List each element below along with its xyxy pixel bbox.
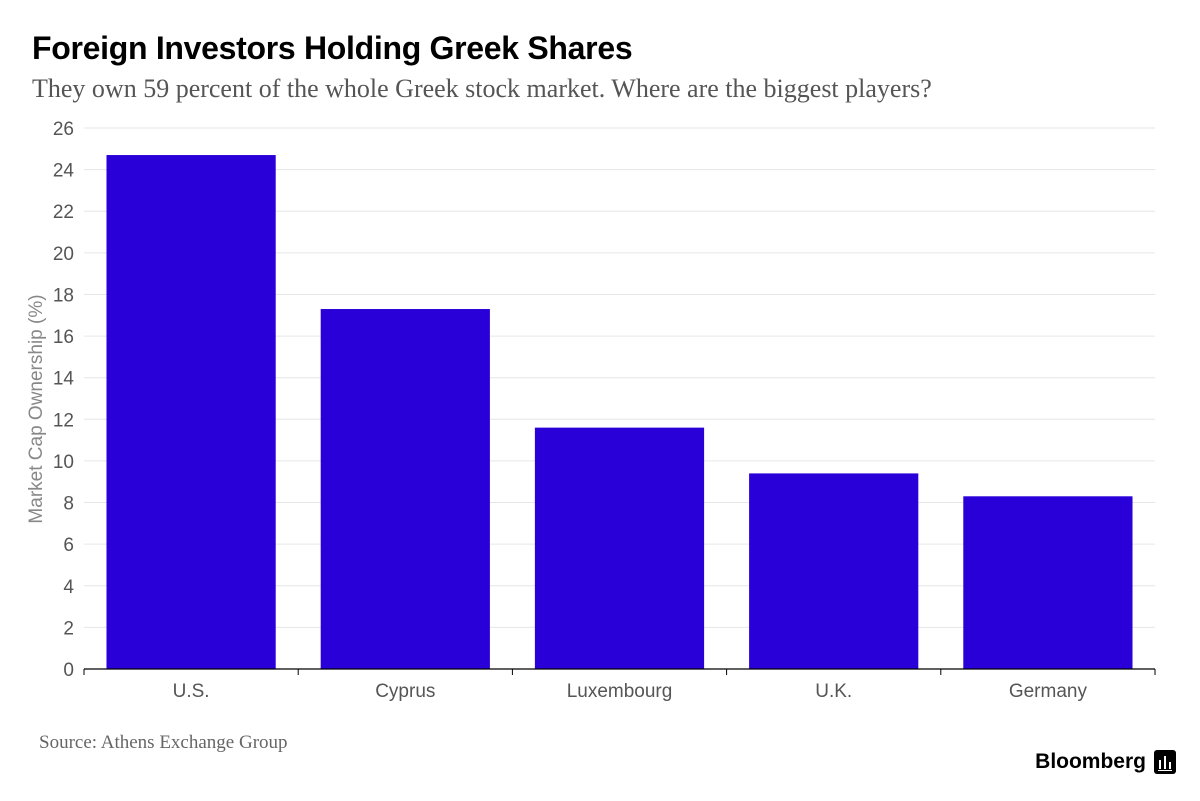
bloomberg-logo: Bloomberg xyxy=(1035,750,1176,774)
y-tick-label: 20 xyxy=(53,244,74,265)
x-tick-label: Luxembourg xyxy=(567,681,673,702)
y-tick-label: 22 xyxy=(53,202,74,223)
y-tick-label: 10 xyxy=(53,452,74,473)
bar xyxy=(963,496,1133,669)
x-axis: U.S. Cyprus Luxembourg U.K. Germany xyxy=(83,668,1156,702)
y-tick-label: 18 xyxy=(53,285,74,306)
bars xyxy=(106,155,1133,670)
x-tick-label: Germany xyxy=(1009,681,1088,702)
chart-subtitle: They own 59 percent of the whole Greek s… xyxy=(32,74,932,103)
y-tick-label: 2 xyxy=(63,618,74,639)
y-tick-label: 4 xyxy=(63,577,74,598)
x-tick-label: Cyprus xyxy=(375,681,435,702)
y-tick-label: 0 xyxy=(63,660,74,681)
y-tick-label: 8 xyxy=(63,494,74,515)
x-tick-label: U.K. xyxy=(815,681,852,702)
bloomberg-terminal-icon xyxy=(1154,750,1176,774)
logo-text: Bloomberg xyxy=(1035,750,1146,773)
y-tick-label: 6 xyxy=(63,535,74,556)
chart-title: Foreign Investors Holding Greek Shares xyxy=(32,30,633,66)
y-tick-label: 24 xyxy=(53,161,75,182)
source-note: Source: Athens Exchange Group xyxy=(39,732,288,753)
y-tick-label: 14 xyxy=(53,369,75,390)
y-axis-label: Market Cap Ownership (%) xyxy=(26,294,47,523)
bar xyxy=(320,309,490,669)
y-tick-label: 12 xyxy=(53,410,74,431)
y-tick-label: 16 xyxy=(53,327,74,348)
y-tick-label: 26 xyxy=(53,119,74,140)
bar xyxy=(534,427,705,669)
x-tick-label: U.S. xyxy=(173,681,210,702)
bar xyxy=(749,473,919,669)
bar xyxy=(106,155,276,670)
